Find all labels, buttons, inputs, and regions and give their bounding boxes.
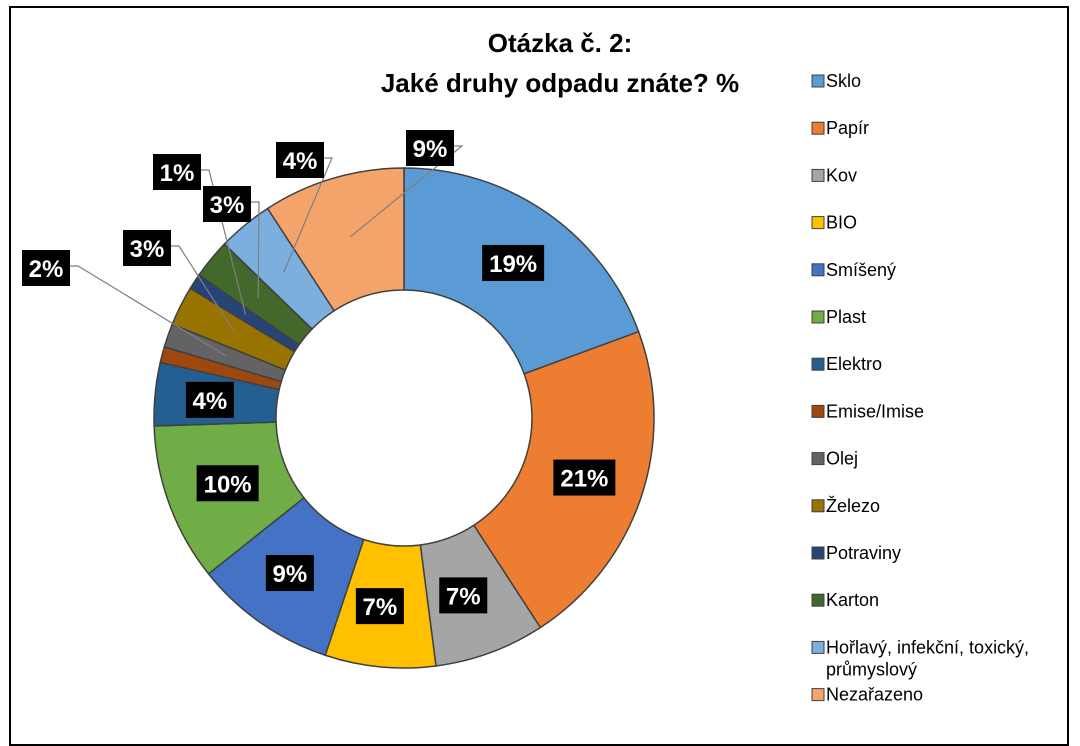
legend-label: Elektro	[826, 354, 882, 374]
legend-item-olej: Olej	[811, 449, 858, 469]
slices-group	[153, 167, 655, 669]
legend-item-bio: BIO	[811, 213, 857, 233]
data-label-bg-potraviny	[153, 154, 201, 190]
data-label-nezarazeno: 9%	[413, 136, 448, 163]
legend-label: Nezařazeno	[826, 685, 923, 705]
data-label-bg-karton	[203, 186, 251, 222]
data-label-bg-elektro	[185, 381, 234, 418]
legend-swatch	[811, 546, 825, 560]
legend-item-emise-imise: Emise/Imise	[811, 401, 924, 421]
data-label-bg-nezarazeno	[406, 130, 454, 166]
legend-item-smiseny: Smíšený	[811, 260, 896, 280]
legend-swatch	[811, 357, 825, 371]
data-label-kov: 7%	[446, 583, 481, 610]
legend-swatch	[811, 452, 825, 466]
legend-swatch	[811, 688, 825, 702]
chart-title-line2: Jaké druhy odpadu znáte? %	[381, 68, 739, 98]
slice-nezarazeno	[266, 167, 405, 312]
data-label-papir: 21%	[560, 466, 608, 493]
data-label-plast: 10%	[204, 471, 252, 498]
data-label-bg-olej	[22, 250, 70, 286]
legend-label: BIO	[826, 213, 857, 233]
legend-item-elektro: Elektro	[811, 354, 882, 374]
data-label-olej: 2%	[29, 256, 64, 283]
data-label-potraviny: 1%	[160, 160, 195, 187]
legend-label: Smíšený	[826, 260, 896, 280]
data-label-smiseny: 9%	[273, 561, 308, 588]
legend-item-horlavy-infekcni-toxicky-prumyslovy: Hořlavý, infekční, toxický, průmyslový	[811, 637, 1029, 679]
legend-item-plast: Plast	[811, 307, 866, 327]
data-label-bg-papir	[553, 459, 616, 496]
data-label-elektro: 4%	[193, 388, 228, 415]
legend-label: Plast	[826, 307, 866, 327]
legend-label: Sklo	[826, 71, 861, 91]
legend-item-zelezo: Železo	[811, 496, 880, 516]
legend-label: Potraviny	[826, 543, 901, 563]
legend-label: Kov	[826, 165, 857, 185]
legend-label: Olej	[826, 449, 858, 469]
legend-swatch	[811, 499, 825, 513]
chart-title-line1: Otázka č. 2:	[488, 28, 633, 58]
data-label-horlavy-infekcni-toxicky-prumyslovy: 4%	[283, 148, 318, 175]
data-label-karton: 3%	[210, 192, 245, 219]
data-label-sklo: 19%	[489, 251, 537, 278]
legend-label: Emise/Imise	[826, 401, 924, 421]
data-label-bg-bio	[355, 588, 404, 625]
legend-swatch	[811, 640, 825, 654]
data-label-bg-plast	[196, 465, 259, 502]
legend-label: Hořlavý, infekční, toxický, průmyslový	[826, 637, 1029, 679]
legend-swatch	[811, 263, 825, 277]
legend-label: Karton	[826, 590, 879, 610]
data-label-bio: 7%	[363, 594, 398, 621]
legend-label: Papír	[826, 118, 869, 138]
legend-swatch	[811, 216, 825, 230]
legend-item-papir: Papír	[811, 118, 869, 138]
data-label-bg-horlavy-infekcni-toxicky-prumyslovy	[276, 142, 324, 178]
legend-label: Železo	[826, 496, 880, 516]
legend-item-sklo: Sklo	[811, 71, 861, 91]
data-label-bg-smiseny	[265, 555, 314, 592]
legend-item-nezarazeno: Nezařazeno	[811, 685, 923, 705]
legend-swatch	[811, 310, 825, 324]
legend-swatch	[811, 593, 825, 607]
data-labels-group: 19% 21% 7% 7% 9% 10% 4% 2% 3% 1% 3% 4% 9%	[22, 130, 616, 625]
data-label-bg-kov	[439, 577, 488, 614]
data-label-bg-zelezo	[123, 230, 171, 266]
legend: Sklo Papír Kov BIO Smíšený Plast Elektro Emise/…	[811, 71, 1029, 705]
legend-swatch	[811, 121, 825, 135]
legend-swatch	[811, 168, 825, 182]
doughnut-chart: Otázka č. 2: Jaké druhy odpadu znáte? % …	[22, 28, 1029, 705]
legend-swatch	[811, 404, 825, 418]
legend-item-karton: Karton	[811, 590, 879, 610]
data-label-zelezo: 3%	[130, 236, 165, 263]
legend-swatch	[811, 74, 825, 88]
data-label-bg-sklo	[482, 244, 545, 281]
legend-item-kov: Kov	[811, 165, 857, 185]
legend-item-potraviny: Potraviny	[811, 543, 901, 563]
